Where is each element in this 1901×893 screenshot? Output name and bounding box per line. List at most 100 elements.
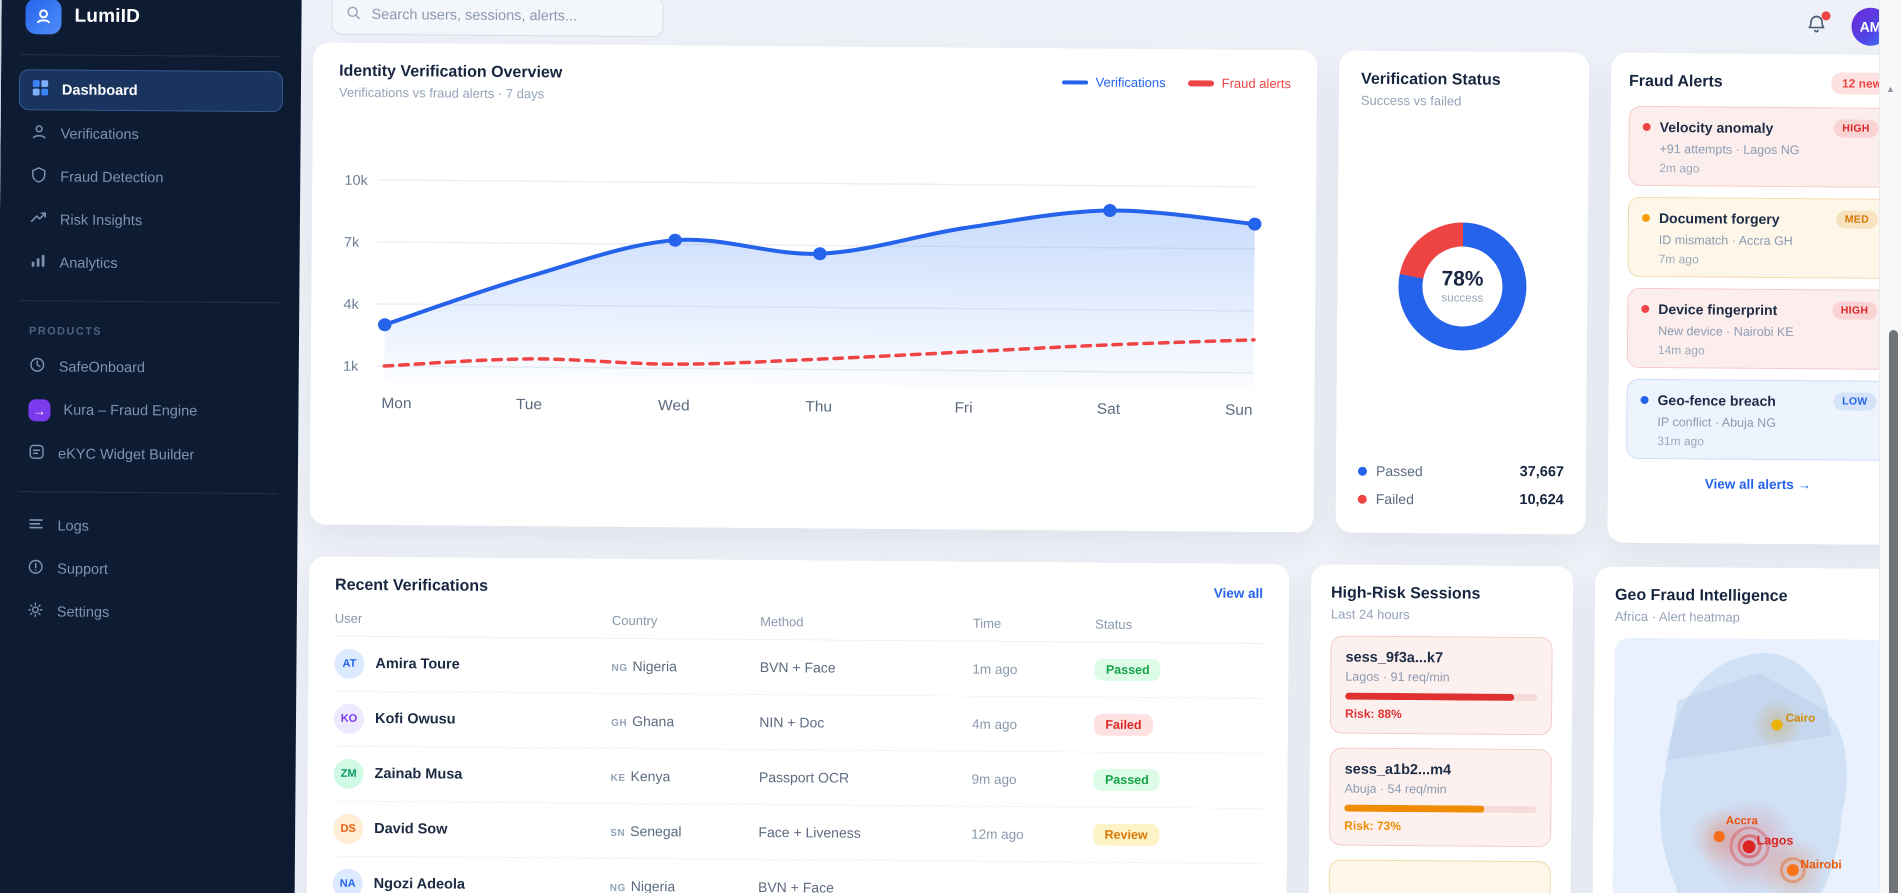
sidebar-item-label: Kura – Fraud Engine <box>63 402 198 420</box>
avatar: DS <box>333 813 364 844</box>
notifications-bell-icon[interactable] <box>1805 10 1831 40</box>
alert-velocity-anomaly[interactable]: Velocity anomaly HIGH +91 attempts · Lag… <box>1628 105 1893 188</box>
view-all-alerts-link[interactable]: View all alerts → <box>1704 475 1812 492</box>
sidebar-item-label: Analytics <box>59 254 118 272</box>
sidebar-item-risk-insights[interactable]: Risk Insights <box>18 200 282 241</box>
info-circle-icon <box>27 558 44 579</box>
africa-heatmap: Cairo Accra Lagos <box>1612 637 1887 893</box>
status-badge: Passed <box>1094 658 1161 682</box>
status-badge: Review <box>1093 823 1159 847</box>
notification-dot <box>1821 10 1831 20</box>
failed-value: 10,624 <box>1519 491 1564 509</box>
alert-time: 14m ago <box>1657 342 1705 358</box>
user-icon <box>31 123 48 144</box>
lines-icon <box>27 515 44 536</box>
passed-value: 37,667 <box>1519 463 1565 481</box>
high-risk-subtitle: Last 24 hours <box>1330 606 1410 623</box>
legend-label-fraud-alerts: Fraud alerts <box>1221 75 1292 92</box>
products-section-label: PRODUCTS <box>29 325 103 338</box>
session-card[interactable] <box>1328 859 1551 893</box>
sidebar-item-label: Verifications <box>60 125 139 143</box>
sidebar-item-kura-fraud-engine[interactable]: → Kura – Fraud Engine <box>16 390 280 432</box>
svg-text:Wed: Wed <box>658 397 690 414</box>
table-row[interactable]: DS David Sow SN Senegal Face + Liveness 12… <box>332 801 1262 864</box>
shield-icon <box>30 166 47 187</box>
sidebar-item-dashboard[interactable]: Dashboard <box>18 69 284 113</box>
alert-device-fingerprint[interactable]: Device fingerprint HIGH New device · Nai… <box>1626 287 1892 370</box>
session-card[interactable]: sess_a1b2...m4 Abuja · 54 req/min Risk: … <box>1329 747 1552 848</box>
alert-detail: IP conflict · Abuja NG <box>1657 414 1777 430</box>
brand-logo-icon <box>25 0 62 35</box>
heatmap-spot-cairo[interactable]: Cairo <box>1750 698 1815 751</box>
avatar: AT <box>334 648 365 679</box>
svg-text:Fri: Fri <box>954 400 972 417</box>
high-risk-sessions-card: High-Risk Sessions Last 24 hours sess_9f… <box>1307 564 1574 893</box>
alert-geo-fence-breach[interactable]: Geo-fence breach LOW IP conflict · Abuja… <box>1626 378 1891 461</box>
verification-status-card: Verification Status Success vs failed 78… <box>1335 50 1590 535</box>
failed-dot <box>1357 494 1367 504</box>
sidebar-item-logs[interactable]: Logs <box>15 506 279 547</box>
geo-title: Geo Fraud Intelligence <box>1614 586 1788 606</box>
search-input[interactable] <box>371 6 650 26</box>
recent-verifications-title: Recent Verifications <box>334 576 489 595</box>
global-search[interactable] <box>331 0 664 38</box>
fraud-alerts-title: Fraud Alerts <box>1628 72 1723 91</box>
sidebar-item-support[interactable]: Support <box>15 549 279 590</box>
alert-time: 31m ago <box>1657 433 1704 448</box>
alert-document-forgery[interactable]: Document forgery MED ID mismatch · Accra… <box>1627 196 1893 279</box>
status-subtitle: Success vs failed <box>1360 92 1462 109</box>
risk-label: Risk: 73% <box>1344 818 1401 834</box>
severity-badge: HIGH <box>1831 301 1878 320</box>
topbar: AM <box>313 0 1901 53</box>
sidebar-item-settings[interactable]: Settings <box>15 592 279 633</box>
risk-progress-bar <box>1344 804 1537 814</box>
svg-text:4k: 4k <box>343 297 359 313</box>
fraud-alerts-legend-swatch <box>1187 79 1214 87</box>
scrollbar-thumb[interactable] <box>1889 330 1898 893</box>
clock-icon <box>29 356 46 377</box>
table-row[interactable]: KO Kofi Owusu GH Ghana NIN + Doc 4m ago Fa… <box>333 691 1263 754</box>
sidebar-item-ekyc-widget-builder[interactable]: eKYC Widget Builder <box>16 434 280 475</box>
alert-time: 7m ago <box>1658 251 1699 267</box>
view-all-link[interactable]: View all <box>1213 585 1264 601</box>
table-row[interactable]: AT Amira Toure NG Nigeria BVN + Face 1m ag… <box>334 636 1263 699</box>
alert-detail: New device · Nairobi KE <box>1658 323 1794 339</box>
svg-text:1k: 1k <box>343 359 359 375</box>
table-row[interactable]: NA Ngozi Adeola NG Nigeria BVN + Face <box>332 856 1261 893</box>
brand-name: LumiID <box>74 5 141 28</box>
sidebar-item-label: eKYC Widget Builder <box>58 445 195 464</box>
sidebar-item-verifications[interactable]: Verifications <box>18 114 282 155</box>
avatar: NA <box>332 868 363 893</box>
chart-legend: Verifications Fraud alerts <box>1061 68 1292 92</box>
status-legend-failed: Failed 10,624 <box>1357 491 1564 509</box>
recent-verifications-card: Recent Verifications View all User Count… <box>305 556 1290 893</box>
sidebar: LumiID Dashboard Verifications Fraud Det… <box>0 0 302 893</box>
sidebar-item-fraud-detection[interactable]: Fraud Detection <box>18 157 282 198</box>
sidebar-item-analytics[interactable]: Analytics <box>17 243 281 284</box>
search-icon <box>345 4 361 25</box>
heatmap-spot-lagos[interactable]: Lagos <box>1700 798 1798 893</box>
severity-dot <box>1641 213 1651 222</box>
svg-text:10k: 10k <box>344 173 368 189</box>
chart-ytick-labels: 10k 7k 4k 1k <box>343 173 369 375</box>
svg-text:7k: 7k <box>344 235 360 251</box>
session-card[interactable]: sess_9f3a...k7 Lagos · 91 req/min Risk: … <box>1329 635 1553 736</box>
severity-dot <box>1642 122 1651 131</box>
legend-label-verifications: Verifications <box>1095 74 1166 91</box>
heatmap-spot-nairobi[interactable]: Nairobi <box>1757 834 1842 893</box>
identity-verification-overview-card: Identity Verification Overview Verificat… <box>309 42 1318 533</box>
geo-subtitle: Africa · Alert heatmap <box>1614 608 1740 625</box>
sidebar-item-label: Logs <box>57 517 90 535</box>
avatar: ZM <box>333 758 364 789</box>
browser-scrollbar[interactable]: ▲ <box>1879 0 1901 893</box>
alert-detail: ID mismatch · Accra GH <box>1658 232 1793 248</box>
dashboard-grid-icon <box>32 79 49 100</box>
status-title: Verification Status <box>1361 70 1501 89</box>
donut-percent: 78% <box>1441 267 1484 291</box>
table-row[interactable]: ZM Zainab Musa KE Kenya Passport OCR 9m ag… <box>333 746 1262 809</box>
sidebar-item-safeonboard[interactable]: SafeOnboard <box>17 347 281 388</box>
svg-text:Tue: Tue <box>516 396 542 413</box>
severity-badge: MED <box>1835 210 1879 229</box>
scrollbar-up-arrow[interactable]: ▲ <box>1886 84 1895 94</box>
